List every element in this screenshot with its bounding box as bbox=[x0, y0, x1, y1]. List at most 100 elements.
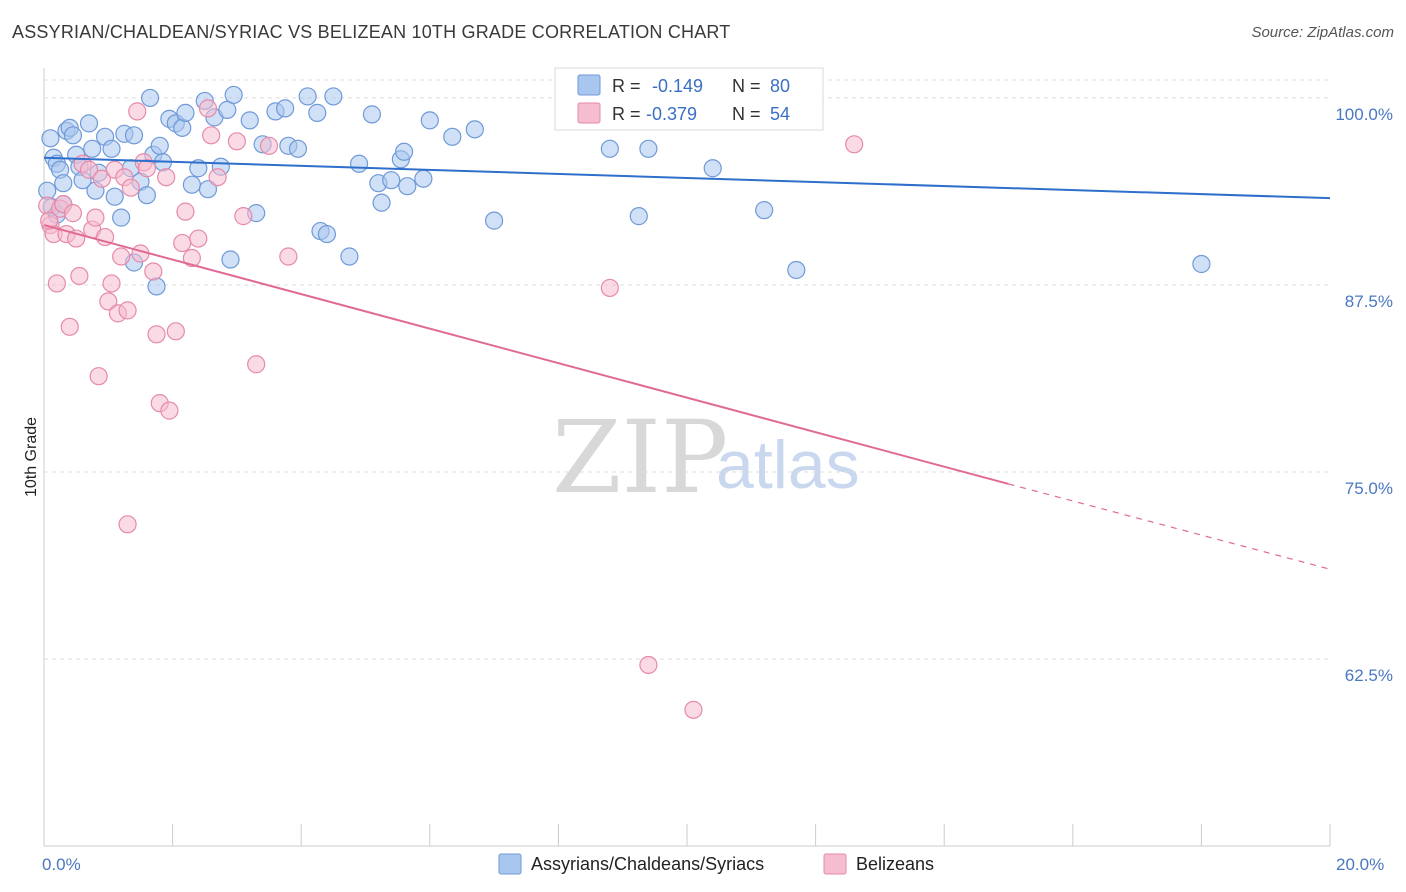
point-belizeans bbox=[118, 301, 137, 320]
legend-r-value-2: -0.379 bbox=[646, 104, 697, 124]
point-assyrians bbox=[443, 127, 462, 146]
point-belizeans bbox=[182, 248, 201, 268]
point-belizeans bbox=[147, 325, 166, 344]
y-tick-label: 75.0% bbox=[1345, 479, 1393, 498]
source-label: Source: ZipAtlas.com bbox=[1251, 24, 1394, 41]
point-belizeans bbox=[47, 274, 66, 293]
point-assyrians bbox=[112, 208, 131, 227]
point-belizeans bbox=[198, 99, 218, 118]
legend-swatch-belizeans bbox=[577, 102, 601, 124]
bottom-legend: Assyrians/Chaldeans/Syriacs Belizeans bbox=[498, 853, 934, 875]
x-tick-marks bbox=[43, 824, 1331, 846]
point-belizeans bbox=[600, 278, 619, 298]
point-assyrians bbox=[787, 260, 806, 280]
point-belizeans bbox=[639, 655, 658, 675]
point-belizeans bbox=[247, 355, 266, 374]
point-belizeans bbox=[86, 208, 105, 227]
watermark-atlas: atlas bbox=[716, 427, 860, 503]
point-belizeans bbox=[99, 292, 118, 311]
series-belizeans-points bbox=[38, 99, 864, 719]
point-belizeans bbox=[92, 169, 111, 188]
point-belizeans bbox=[63, 204, 83, 223]
point-assyrians bbox=[79, 114, 99, 133]
point-belizeans bbox=[60, 317, 79, 336]
y-tick-labels: 62.5% 75.0% 87.5% 100.0% bbox=[1335, 105, 1393, 685]
trend-lines bbox=[43, 156, 1331, 570]
point-belizeans bbox=[79, 160, 99, 179]
trend-line-belizeans-extrapolated bbox=[1008, 483, 1331, 570]
point-assyrians bbox=[703, 159, 722, 178]
legend-n-label-2: N = bbox=[732, 104, 761, 124]
point-assyrians bbox=[485, 211, 504, 230]
point-assyrians bbox=[324, 87, 343, 106]
point-assyrians bbox=[189, 159, 208, 178]
point-assyrians bbox=[198, 180, 218, 199]
bottom-legend-swatch-belizeans bbox=[823, 853, 847, 875]
point-assyrians bbox=[105, 187, 124, 206]
legend-r-value-1: -0.149 bbox=[652, 76, 703, 96]
point-assyrians bbox=[276, 99, 295, 118]
x-tick-label-min: 0.0% bbox=[42, 855, 81, 874]
point-belizeans bbox=[227, 132, 246, 151]
point-belizeans bbox=[208, 168, 227, 187]
point-belizeans bbox=[128, 102, 147, 121]
point-belizeans bbox=[112, 247, 131, 266]
chart-title: ASSYRIAN/CHALDEAN/SYRIAC VS BELIZEAN 10T… bbox=[12, 22, 731, 42]
trend-line-assyrians bbox=[43, 156, 1331, 200]
point-assyrians bbox=[218, 100, 237, 119]
watermark-zip: ZIP bbox=[552, 399, 728, 516]
point-assyrians bbox=[221, 250, 240, 269]
legend-box: R = -0.149 N = 80 R = -0.379 N = 54 bbox=[554, 67, 824, 131]
point-belizeans bbox=[137, 159, 156, 178]
point-assyrians bbox=[755, 201, 774, 220]
point-assyrians bbox=[420, 111, 439, 130]
point-assyrians bbox=[639, 139, 658, 158]
point-assyrians bbox=[394, 142, 414, 161]
point-belizeans bbox=[189, 229, 208, 248]
point-assyrians bbox=[362, 105, 382, 124]
point-assyrians bbox=[1192, 254, 1211, 274]
point-assyrians bbox=[349, 154, 369, 173]
point-assyrians bbox=[83, 139, 102, 158]
point-belizeans bbox=[202, 126, 221, 145]
point-assyrians bbox=[465, 120, 484, 139]
point-belizeans bbox=[102, 274, 121, 293]
point-belizeans bbox=[176, 202, 195, 221]
point-assyrians bbox=[382, 171, 401, 190]
point-belizeans bbox=[118, 515, 137, 534]
point-assyrians bbox=[140, 88, 160, 108]
y-axis-label: 10th Grade bbox=[23, 417, 40, 497]
point-belizeans bbox=[157, 168, 176, 187]
point-belizeans bbox=[684, 700, 703, 719]
point-assyrians bbox=[317, 224, 337, 244]
point-assyrians bbox=[240, 111, 259, 130]
point-assyrians bbox=[124, 126, 144, 145]
point-belizeans bbox=[70, 266, 89, 286]
point-assyrians bbox=[176, 103, 195, 122]
legend-swatch-assyrians bbox=[577, 74, 601, 96]
point-belizeans bbox=[259, 136, 279, 155]
point-assyrians bbox=[63, 126, 83, 145]
point-assyrians bbox=[147, 277, 166, 296]
x-tick-label-max: 20.0% bbox=[1336, 855, 1384, 874]
y-tick-label: 100.0% bbox=[1335, 105, 1393, 124]
y-tick-label: 62.5% bbox=[1345, 666, 1393, 685]
point-belizeans bbox=[160, 401, 179, 420]
point-assyrians bbox=[173, 118, 192, 137]
point-assyrians bbox=[54, 174, 73, 193]
point-belizeans bbox=[121, 178, 140, 197]
point-belizeans bbox=[845, 135, 864, 154]
legend-r-label-2: R = bbox=[612, 104, 641, 124]
point-assyrians bbox=[137, 186, 156, 205]
legend-n-value-2: 54 bbox=[770, 104, 790, 124]
point-assyrians bbox=[340, 247, 359, 266]
point-assyrians bbox=[150, 136, 169, 155]
gridlines bbox=[44, 79, 1330, 660]
point-assyrians bbox=[41, 129, 60, 148]
point-assyrians bbox=[298, 87, 317, 106]
legend-r-label-1: R = bbox=[612, 76, 641, 96]
point-assyrians bbox=[224, 85, 243, 105]
bottom-legend-label-assyrians: Assyrians/Chaldeans/Syriacs bbox=[531, 854, 764, 874]
point-assyrians bbox=[414, 169, 433, 188]
